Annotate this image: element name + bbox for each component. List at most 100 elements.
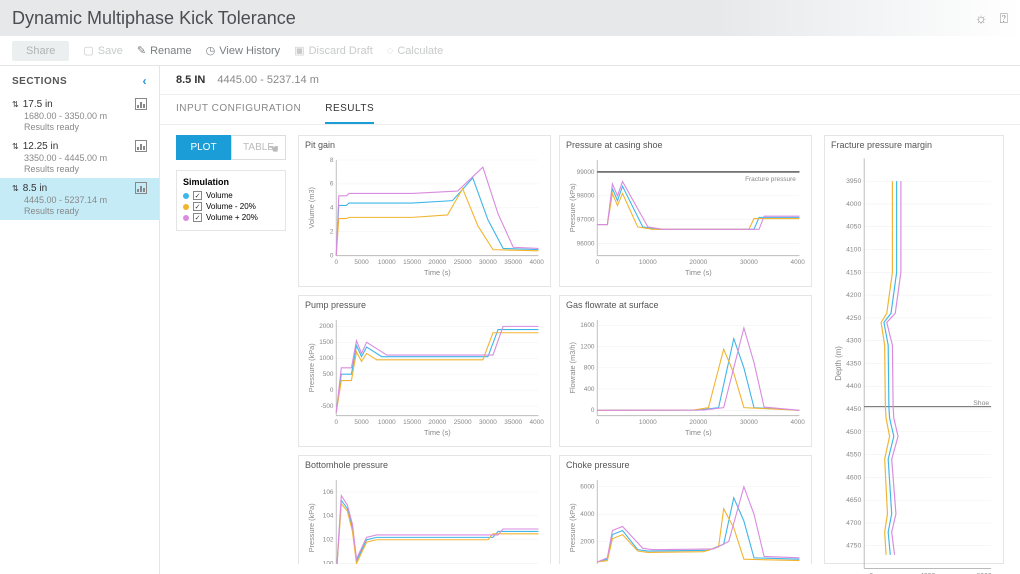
svg-text:Pressure (kPa): Pressure (kPa) <box>568 503 577 552</box>
choke-chart: Choke pressure 0200040006000010000200003… <box>559 455 812 564</box>
casing-chart: Pressure at casing shoe 9600097000980009… <box>559 135 812 287</box>
svg-text:4050: 4050 <box>846 224 861 231</box>
svg-text:99000: 99000 <box>577 169 595 176</box>
plot-toggle[interactable]: PLOT <box>176 135 231 160</box>
legend-label: Volume + 20% <box>206 213 258 222</box>
svg-text:100: 100 <box>323 560 334 564</box>
svg-text:Shoe: Shoe <box>973 400 989 407</box>
chart-icon[interactable] <box>135 98 147 110</box>
tab-results[interactable]: RESULTS <box>325 95 374 124</box>
svg-text:500: 500 <box>323 371 334 378</box>
svg-text:Time (s): Time (s) <box>424 268 451 277</box>
legend-dot <box>183 193 189 199</box>
svg-text:Pressure (kPa): Pressure (kPa) <box>307 503 316 552</box>
chart-title: Bottomhole pressure <box>305 460 544 470</box>
pit-chart: Pit gain 0246805000100001500020000250003… <box>298 135 551 287</box>
legend-item[interactable]: ✓ Volume - 20% <box>183 202 279 211</box>
section-size: 8.5 IN <box>176 74 205 86</box>
pencil-icon: ✎ <box>137 44 146 57</box>
svg-text:-500: -500 <box>321 403 334 410</box>
save-icon: ▢ <box>83 44 93 57</box>
svg-text:0: 0 <box>334 419 338 426</box>
svg-text:20000: 20000 <box>428 419 446 426</box>
table-toggle[interactable]: TABLE☚ <box>231 135 286 160</box>
section-icon: ⇅ <box>12 142 19 151</box>
bottom-chart: Bottomhole pressure 10010210410605000100… <box>298 455 551 564</box>
section-item[interactable]: ⇅8.5 in 4445.00 - 5237.14 m Results read… <box>0 178 159 220</box>
checkbox-icon[interactable]: ✓ <box>193 191 202 200</box>
legend-item[interactable]: ✓ Volume <box>183 191 279 200</box>
svg-text:Time (s): Time (s) <box>685 428 712 437</box>
svg-text:5000: 5000 <box>354 259 369 266</box>
svg-text:30000: 30000 <box>479 259 497 266</box>
simulation-title: Simulation <box>183 177 279 187</box>
svg-text:0: 0 <box>595 419 599 426</box>
svg-text:Fracture pressure: Fracture pressure <box>745 176 796 183</box>
svg-text:97000: 97000 <box>577 217 595 224</box>
content-header: 8.5 IN 4445.00 - 5237.14 m <box>160 66 1020 94</box>
svg-text:4250: 4250 <box>846 315 861 322</box>
svg-text:1000: 1000 <box>319 355 334 362</box>
section-size: 17.5 in <box>23 99 53 110</box>
chart-icon[interactable] <box>135 182 147 194</box>
svg-text:4750: 4750 <box>846 543 861 550</box>
header: Dynamic Multiphase Kick Tolerance ☼ ⍰ <box>0 0 1020 36</box>
svg-text:4200: 4200 <box>846 292 861 299</box>
svg-text:102: 102 <box>323 537 334 544</box>
discard-icon: ▣ <box>294 44 304 57</box>
svg-text:40000: 40000 <box>530 259 544 266</box>
svg-text:20000: 20000 <box>689 259 707 266</box>
svg-text:0: 0 <box>334 259 338 266</box>
simulation-legend: Simulation ✓ Volume ✓ Volume - 20% ✓ Vol… <box>176 170 286 231</box>
history-button[interactable]: ◷View History <box>206 44 281 57</box>
svg-text:5000: 5000 <box>354 419 369 426</box>
svg-text:Pressure (kPa): Pressure (kPa) <box>307 343 316 392</box>
sun-icon[interactable]: ☼ <box>975 10 988 27</box>
legend-item[interactable]: ✓ Volume + 20% <box>183 213 279 222</box>
section-size: 12.25 in <box>23 141 59 152</box>
share-button[interactable]: Share <box>12 41 69 61</box>
svg-text:4700: 4700 <box>846 520 861 527</box>
rename-button[interactable]: ✎Rename <box>137 44 192 57</box>
chart-title: Fracture pressure margin <box>831 140 997 150</box>
section-range: 4445.00 - 5237.14 m <box>24 195 147 205</box>
chart-icon[interactable] <box>135 140 147 152</box>
calculate-button[interactable]: ◌Calculate <box>387 45 443 57</box>
gas-chart: Gas flowrate at surface 0400800120016000… <box>559 295 812 447</box>
page-title: Dynamic Multiphase Kick Tolerance <box>12 8 296 29</box>
section-size: 8.5 in <box>23 183 47 194</box>
svg-text:4450: 4450 <box>846 406 861 413</box>
collapse-icon[interactable]: ‹ <box>143 74 148 88</box>
svg-text:Depth (m): Depth (m) <box>834 346 843 381</box>
svg-text:4350: 4350 <box>846 360 861 367</box>
svg-text:800: 800 <box>584 365 595 372</box>
svg-text:2000: 2000 <box>319 323 334 330</box>
section-status: Results ready <box>24 206 147 216</box>
svg-text:4150: 4150 <box>846 269 861 276</box>
svg-text:104: 104 <box>323 513 334 520</box>
section-status: Results ready <box>24 122 147 132</box>
checkbox-icon[interactable]: ✓ <box>193 202 202 211</box>
svg-text:10000: 10000 <box>378 259 396 266</box>
save-button[interactable]: ▢Save <box>83 44 122 57</box>
legend-dot <box>183 215 189 221</box>
chart-title: Pit gain <box>305 140 544 150</box>
tab-input[interactable]: INPUT CONFIGURATION <box>176 95 301 124</box>
section-item[interactable]: ⇅17.5 in 1680.00 - 3350.00 m Results rea… <box>0 94 159 136</box>
user-icon[interactable]: ⍰ <box>1000 10 1008 27</box>
svg-text:0: 0 <box>595 259 599 266</box>
svg-text:106: 106 <box>323 489 334 496</box>
chart-title: Pump pressure <box>305 300 544 310</box>
svg-text:Volume (m3): Volume (m3) <box>307 187 316 229</box>
clock-icon: ◷ <box>206 44 216 57</box>
checkbox-icon[interactable]: ✓ <box>193 213 202 222</box>
svg-text:40000: 40000 <box>530 419 544 426</box>
svg-text:Flowrate (m3/h): Flowrate (m3/h) <box>568 342 577 393</box>
svg-text:0: 0 <box>591 407 595 414</box>
svg-text:4: 4 <box>330 205 334 212</box>
section-item[interactable]: ⇅12.25 in 3350.00 - 4445.00 m Results re… <box>0 136 159 178</box>
svg-text:Pressure (kPa): Pressure (kPa) <box>568 183 577 232</box>
svg-text:4300: 4300 <box>846 338 861 345</box>
discard-button[interactable]: ▣Discard Draft <box>294 44 373 57</box>
svg-text:6000: 6000 <box>580 484 595 491</box>
